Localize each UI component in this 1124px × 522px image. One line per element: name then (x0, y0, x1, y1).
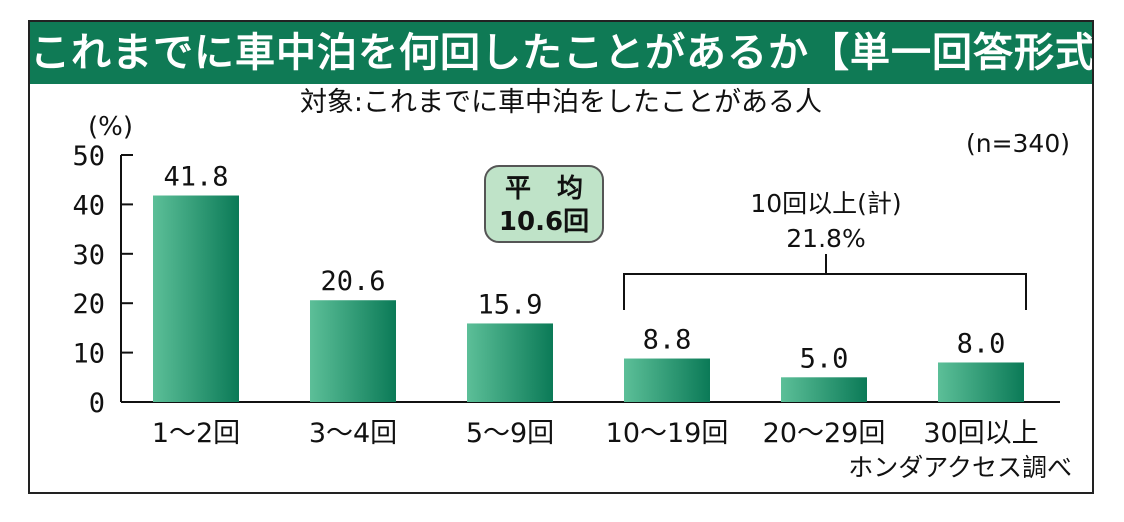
bar (938, 362, 1024, 402)
bar (310, 300, 396, 402)
bar (781, 377, 867, 402)
chart-subtitle: 対象:これまでに車中泊をしたことがある人 (299, 87, 823, 118)
chart-title: これまでに車中泊を何回したことがあるか【単一回答形式】 (30, 22, 1092, 84)
average-label: 平 均 (505, 174, 583, 204)
average-value: 10.6回 (499, 207, 589, 237)
bar-value-label: 5.0 (800, 343, 849, 374)
sample-size: (n=340) (966, 129, 1070, 158)
y-tick-label: 30 (72, 240, 105, 271)
bar-value-label: 8.8 (643, 325, 692, 356)
bracket-annotation: 10回以上(計) 21.8% (623, 189, 1027, 310)
bar (153, 195, 239, 402)
bracket-value: 21.8% (786, 224, 865, 253)
chart-frame: これまでに車中泊を何回したことがあるか【単一回答形式】 対象:これまでに車中泊を… (28, 20, 1094, 494)
y-tick-label: 40 (72, 190, 105, 221)
y-tick-label: 20 (72, 289, 105, 320)
bar (467, 323, 553, 402)
bar-value-label: 20.6 (320, 266, 385, 297)
bar-value-label: 8.0 (957, 328, 1006, 359)
bar (624, 358, 710, 402)
x-category-label: 30回以上 (923, 418, 1038, 449)
x-category-label: 1〜2回 (152, 418, 240, 449)
y-tick-label: 50 (72, 141, 105, 172)
bar-value-label: 41.8 (163, 162, 228, 193)
bracket-label: 10回以上(計) (750, 189, 901, 218)
x-category-label: 10〜19回 (606, 418, 729, 449)
bracket-line (623, 254, 1027, 310)
x-category-label: 5〜9回 (466, 418, 554, 449)
x-category-label: 3〜4回 (309, 418, 397, 449)
bar-value-label: 15.9 (477, 289, 542, 320)
source-note: ホンダアクセス調べ (848, 453, 1072, 482)
y-tick-label: 10 (72, 339, 105, 370)
average-box: 平 均 10.6回 (484, 165, 604, 243)
y-tick-label: 0 (89, 388, 105, 419)
x-category-label: 20〜29回 (763, 418, 886, 449)
y-axis-label: (%) (88, 112, 133, 142)
